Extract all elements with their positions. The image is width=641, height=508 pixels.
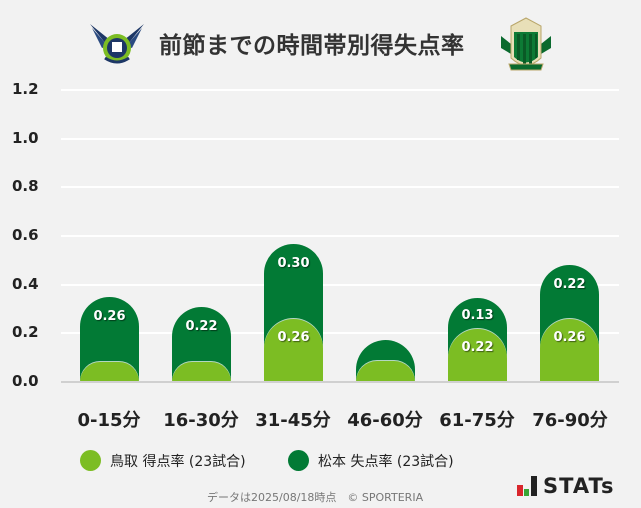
bar-segment-home (172, 362, 231, 382)
grid-line (61, 332, 619, 334)
legend-item-away: 松本 失点率 (23試合) (288, 450, 454, 471)
x-tick: 0-15分 (77, 410, 141, 431)
chart-header: 前節までの時間帯別得失点率 (0, 12, 641, 72)
bar-group-61-75: 0.13 0.22 (448, 0, 507, 382)
legend-item-home: 鳥取 得点率 (23試合) (80, 450, 246, 471)
legend-swatch-light-green-icon (80, 450, 101, 471)
x-axis-line (61, 381, 619, 383)
bar-segment-home (264, 319, 323, 382)
grid-line (61, 235, 619, 237)
bar-group-46-60 (356, 0, 415, 382)
chart-title: 前節までの時間帯別得失点率 (159, 33, 465, 59)
stats-logo: STATs (517, 474, 615, 498)
grid-line (61, 138, 619, 140)
bar-segment-home (80, 362, 139, 382)
bar-value-away: 0.30 (277, 256, 310, 271)
data-source-note: データは2025/08/18時点 © SPORTERIA (207, 491, 424, 504)
bar-segment-home (356, 361, 415, 382)
x-tick: 46-60分 (347, 410, 423, 431)
bar-value-away: 0.22 (185, 319, 218, 334)
tottori-crest-icon (90, 24, 144, 64)
y-tick: 0.0 (12, 372, 39, 390)
bar-segment-home (448, 329, 507, 382)
y-tick: 0.6 (12, 226, 39, 244)
bar-value-home: 0.26 (553, 330, 586, 345)
grid-line (61, 186, 619, 188)
bar-segment-home (540, 319, 599, 382)
bar-value-home: 0.22 (461, 340, 494, 355)
bar-value-away: 0.26 (93, 309, 126, 324)
bar-value-away: 0.13 (461, 308, 494, 323)
bar-value-home: 0.26 (277, 330, 310, 345)
bar-group-0-15: 0.26 (80, 0, 139, 382)
y-tick: 0.8 (12, 177, 39, 195)
y-tick: 0.4 (12, 275, 39, 293)
bar-value-away: 0.22 (553, 277, 586, 292)
grid-line (61, 284, 619, 286)
y-tick: 1.0 (12, 129, 39, 147)
y-tick: 0.2 (12, 323, 39, 341)
legend-label: 松本 失点率 (23試合) (318, 453, 454, 470)
matsumoto-crest-icon (501, 17, 551, 71)
bar-group-31-45: 0.30 0.26 (264, 0, 323, 382)
stats-brand-text: STATs (543, 474, 615, 498)
bar-group-76-90: 0.22 0.26 (540, 0, 599, 382)
y-tick: 1.2 (12, 80, 39, 98)
stats-bars-icon (517, 476, 537, 496)
legend-swatch-dark-green-icon (288, 450, 309, 471)
bar-group-16-30: 0.22 (172, 0, 231, 382)
legend-label: 鳥取 得点率 (23試合) (110, 453, 246, 470)
x-tick: 16-30分 (163, 410, 239, 431)
grid-line (61, 89, 619, 91)
x-tick: 31-45分 (255, 410, 331, 431)
x-tick: 61-75分 (439, 410, 515, 431)
x-tick: 76-90分 (532, 410, 608, 431)
